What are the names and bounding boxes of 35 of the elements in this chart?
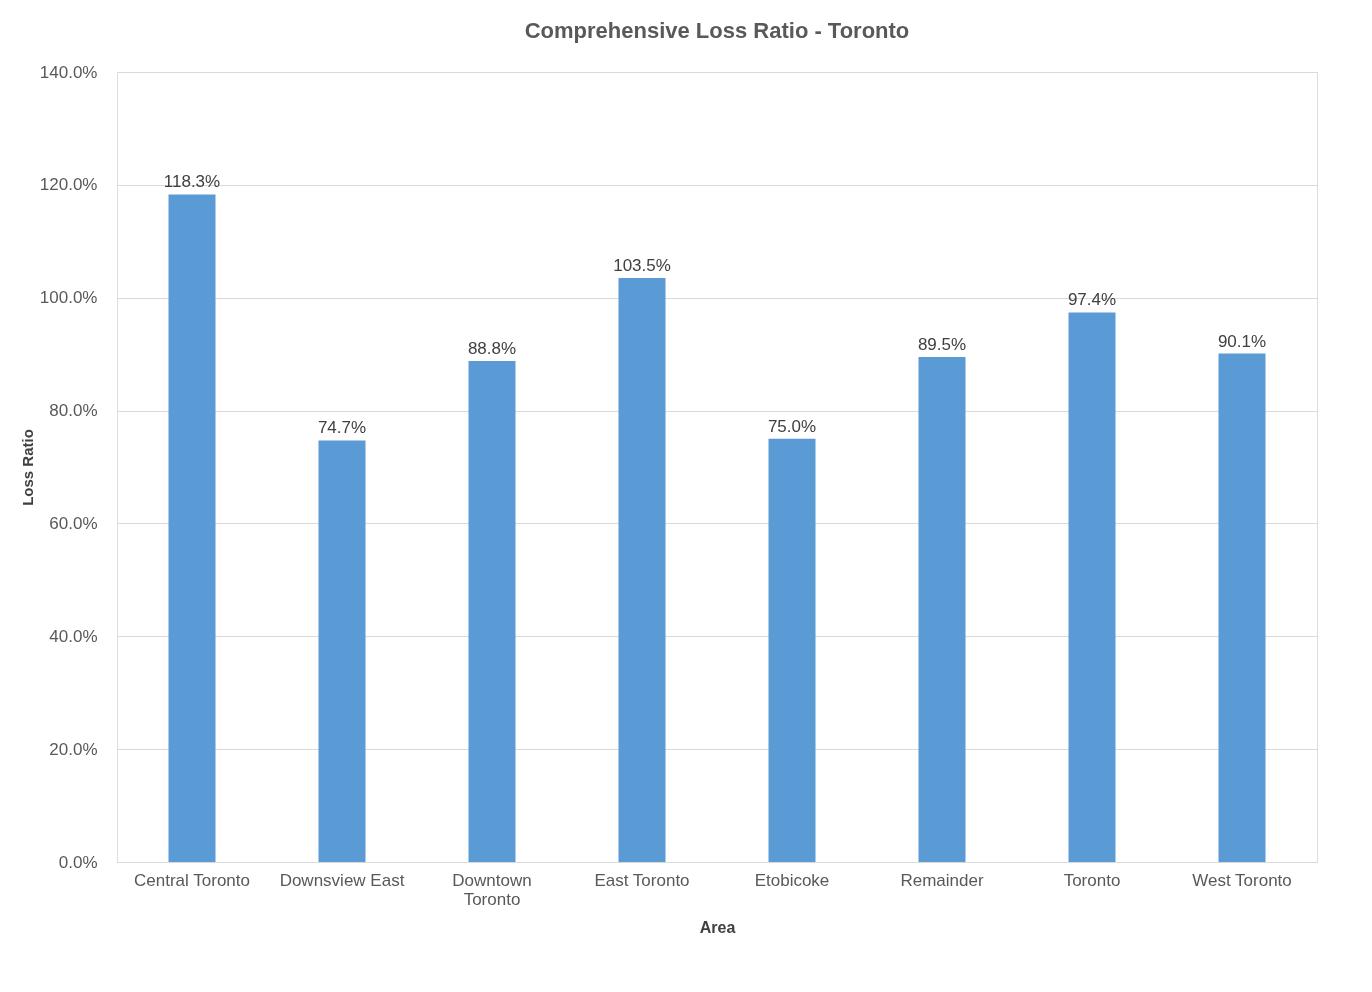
x-tick-label: Remainder xyxy=(900,870,984,890)
x-tick-label: East Toronto xyxy=(594,870,690,890)
x-tick-label: Downtown Toronto xyxy=(452,870,532,909)
data-label: 90.1% xyxy=(1217,331,1267,351)
data-label: 103.5% xyxy=(613,255,671,275)
y-tick-label: 0.0% xyxy=(58,852,98,872)
x-tick-label: West Toronto xyxy=(1192,870,1292,890)
y-tick-label: 80.0% xyxy=(49,401,98,421)
y-tick-label: 60.0% xyxy=(49,513,98,533)
y-tick-label: 40.0% xyxy=(49,626,98,646)
y-axis-title: Loss Ratio xyxy=(18,429,36,506)
x-tick-label: Downsview East xyxy=(279,870,405,890)
data-label: 89.5% xyxy=(917,334,967,354)
x-axis-title: Area xyxy=(699,918,736,936)
bar xyxy=(318,440,366,862)
y-tick-label: 100.0% xyxy=(39,288,98,308)
data-label: 97.4% xyxy=(1067,290,1117,310)
x-tick-label: Central Toronto xyxy=(134,870,250,890)
x-tick-label: Etobicoke xyxy=(754,870,830,890)
y-tick-label: 20.0% xyxy=(49,739,98,759)
chart-title: Comprehensive Loss Ratio - Toronto xyxy=(524,18,910,43)
x-tick-label: Toronto xyxy=(1063,870,1121,890)
data-label: 74.7% xyxy=(317,418,367,438)
bar xyxy=(768,438,816,862)
bar xyxy=(618,277,666,862)
data-label: 118.3% xyxy=(163,172,221,192)
bar xyxy=(1068,312,1116,862)
y-tick-label: 120.0% xyxy=(39,175,98,195)
bar xyxy=(468,360,516,862)
bar xyxy=(918,356,966,862)
bar xyxy=(1218,353,1266,862)
bar xyxy=(168,194,216,862)
data-label: 75.0% xyxy=(767,416,817,436)
data-label: 88.8% xyxy=(467,338,517,358)
y-tick-label: 140.0% xyxy=(39,62,98,82)
